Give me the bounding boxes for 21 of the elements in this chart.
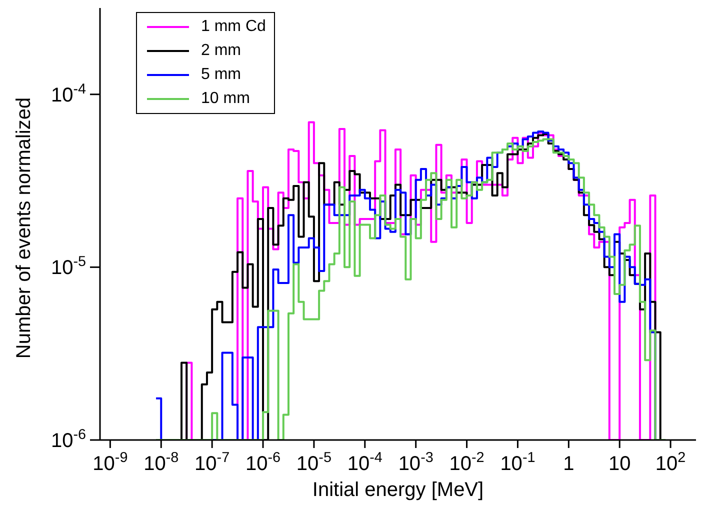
x-tick-label: 10$^{-4}$ (347, 450, 382, 475)
x-tick-label: 10$^{-2}$ (449, 450, 484, 475)
x-tick-label: 10$^{-8}$ (144, 450, 179, 475)
legend-label: 10 mm (201, 90, 250, 108)
x-tick-label: 10$^{-5}$ (296, 450, 332, 475)
y-tick-label: 10$^{-4}$ (50, 81, 86, 106)
y-axis-title: Number of events normalized (13, 97, 35, 359)
x-tick-label: 10$^{-3}$ (398, 450, 434, 475)
y-tick-label: 10$^{-6}$ (50, 427, 86, 452)
legend-label: 1 mm Cd (201, 18, 266, 36)
x-tick-label: 10$^{2}$ (655, 450, 686, 475)
legend-label: 2 mm (201, 42, 241, 60)
x-tick-label: 1 (563, 453, 574, 475)
x-axis-title: Initial energy [MeV] (312, 479, 484, 501)
x-tick-label: 10$^{-9}$ (92, 450, 128, 475)
x-tick-label: 10$^{-7}$ (194, 450, 230, 475)
y-tick-label: 10$^{-5}$ (50, 254, 86, 280)
x-tick-label: 10 (608, 453, 631, 475)
x-tick-label: 10$^{-1}$ (500, 450, 536, 475)
x-tick-label: 10$^{-6}$ (245, 450, 281, 475)
legend-label: 5 mm (201, 66, 241, 84)
